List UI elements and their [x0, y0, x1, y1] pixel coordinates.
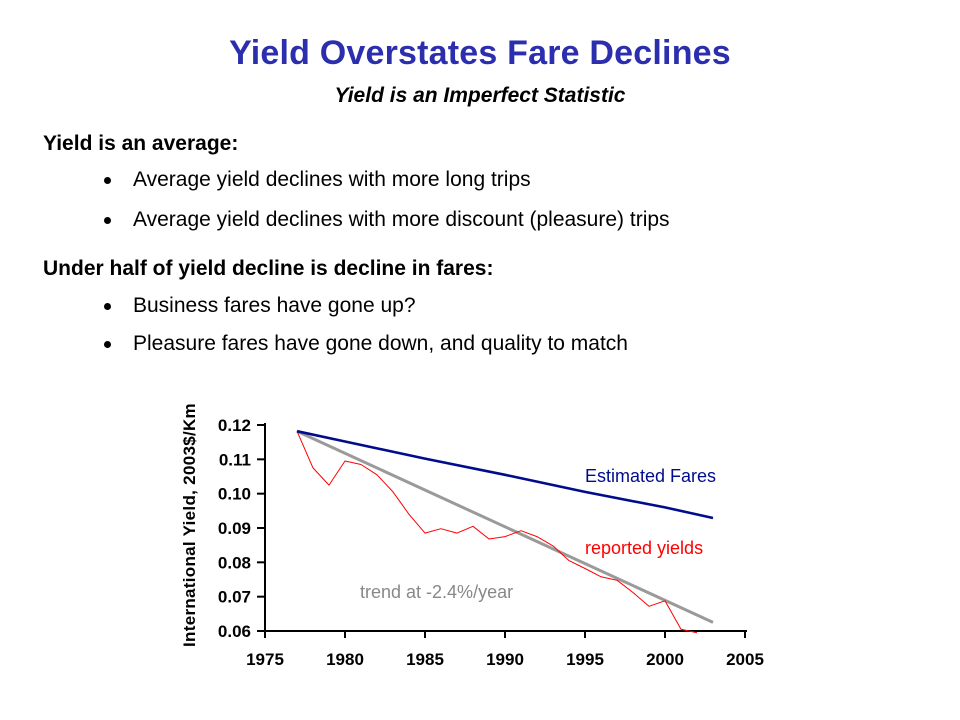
bullet-dot-icon: [104, 340, 111, 348]
x-tick-label: 2000: [646, 650, 684, 669]
y-axis-title-text: International Yield, 2003$/Km: [180, 403, 199, 647]
y-tick-label: 0.09: [218, 519, 251, 538]
bullet-text: Average yield declines with more discoun…: [133, 208, 670, 231]
bullet-discount-trips: Average yield declines with more discoun…: [104, 208, 670, 232]
bullet-text: Business fares have gone up?: [133, 294, 416, 317]
x-tick-label: 1985: [406, 650, 444, 669]
y-tick-label: 0.11: [219, 450, 251, 469]
series-line-2: [296, 429, 714, 624]
series-label-1: reported yields: [585, 538, 703, 558]
y-tick-label: 0.10: [218, 485, 251, 504]
slide-title: Yield Overstates Fare Declines: [229, 34, 731, 72]
slide-subtitle: Yield is an Imperfect Statistic: [334, 84, 626, 107]
series-label-2: trend at -2.4%/year: [360, 582, 513, 602]
series-line-1: [296, 431, 698, 634]
x-tick-label: 1995: [566, 650, 604, 669]
bullet-long-trips: Average yield declines with more long tr…: [104, 168, 531, 192]
x-tick-label: 1990: [486, 650, 524, 669]
bullet-text: Pleasure fares have gone down, and quali…: [133, 332, 628, 355]
y-tick-label: 0.07: [218, 588, 251, 607]
section-heading-fare-decline: Under half of yield decline is decline i…: [43, 257, 494, 280]
y-tick-label: 0.08: [218, 553, 251, 572]
y-tick-label: 0.12: [218, 416, 251, 435]
y-tick-label: 0.06: [218, 622, 251, 641]
x-tick-label: 2005: [726, 650, 764, 669]
series-line-0: [296, 429, 714, 520]
bullet-dot-icon: [104, 216, 111, 224]
bullet-dot-icon: [104, 302, 111, 310]
bullet-dot-icon: [104, 176, 111, 184]
series-label-0: Estimated Fares: [585, 466, 716, 486]
bullet-text: Average yield declines with more long tr…: [133, 168, 531, 191]
x-tick-label: 1975: [246, 650, 284, 669]
x-tick-label: 1980: [326, 650, 364, 669]
section-heading-yield-average: Yield is an average:: [43, 132, 239, 155]
bullet-pleasure-fares: Pleasure fares have gone down, and quali…: [104, 332, 628, 356]
bullet-business-fares: Business fares have gone up?: [104, 294, 416, 318]
